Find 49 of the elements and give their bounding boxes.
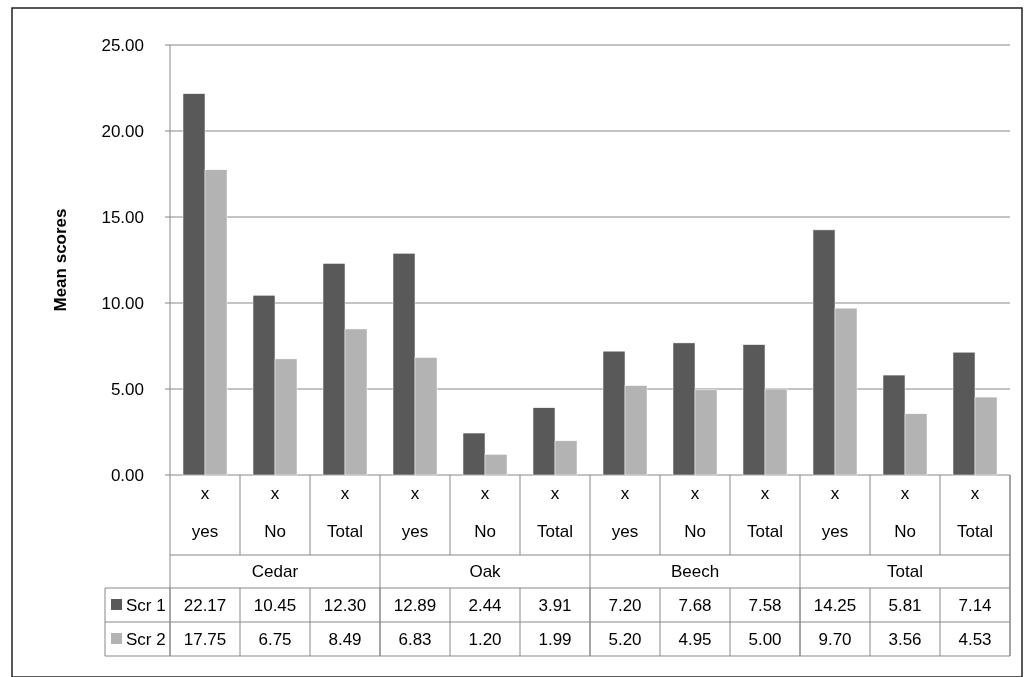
y-tick-label: 5.00	[110, 379, 144, 399]
text: Beech	[670, 562, 720, 581]
data-label: 7.14	[958, 596, 992, 615]
text: Oak	[469, 562, 502, 581]
y-tick-label: 0.00	[110, 465, 144, 485]
x-tick-label: x Total	[747, 484, 783, 541]
x-tick-label: x yes	[191, 484, 219, 541]
legend-label: Scr 2	[126, 630, 166, 649]
data-label: 22.17	[183, 596, 227, 615]
data-label: 3.91	[538, 596, 572, 615]
x-tick-label: x yes	[611, 484, 639, 541]
text: Cedar	[251, 562, 299, 581]
x-tick-label: x yes	[821, 484, 849, 541]
data-label: 6.75	[258, 630, 292, 649]
data-label: 4.95	[678, 630, 712, 649]
y-tick-label: 10.00	[101, 293, 144, 313]
data-label: 7.20	[608, 596, 642, 615]
x-tick-label: x No	[894, 484, 916, 541]
x-tick-label: x Total	[537, 484, 573, 541]
data-label: 17.75	[183, 630, 227, 649]
data-label: 5.20	[608, 630, 642, 649]
data-label: 3.56	[888, 630, 922, 649]
data-label: 7.58	[748, 596, 782, 615]
data-label: 5.81	[888, 596, 922, 615]
data-label: 4.53	[958, 630, 992, 649]
y-tick-label: 25.00	[101, 35, 144, 55]
x-tick-label: x No	[684, 484, 706, 541]
data-label: 2.44	[468, 596, 502, 615]
legend-label: Scr 1	[126, 596, 166, 615]
data-label: 9.70	[818, 630, 852, 649]
x-tick-label: x No	[474, 484, 496, 541]
data-label: 6.83	[398, 630, 432, 649]
y-axis-title: Mean scores	[51, 208, 70, 312]
x-tick-label: x yes	[401, 484, 429, 541]
data-label: 1.99	[538, 630, 572, 649]
x-tick-label: x Total	[327, 484, 363, 541]
data-label: 10.45	[253, 596, 297, 615]
y-tick-label: 20.00	[101, 121, 144, 141]
data-label: 14.25	[813, 596, 857, 615]
y-tick-label: 15.00	[101, 207, 144, 227]
x-tick-label: x No	[264, 484, 286, 541]
data-label: 5.00	[748, 630, 782, 649]
data-label: 1.20	[468, 630, 502, 649]
data-label: 8.49	[328, 630, 362, 649]
data-label: 7.68	[678, 596, 712, 615]
data-label: 12.89	[393, 596, 437, 615]
x-tick-label: x Total	[957, 484, 993, 541]
text: Total	[887, 562, 923, 581]
data-label: 12.30	[323, 596, 367, 615]
